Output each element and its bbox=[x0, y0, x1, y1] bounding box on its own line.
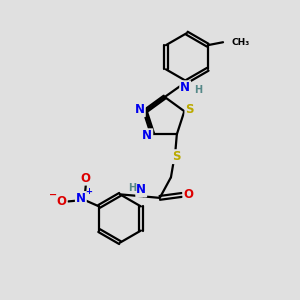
Text: O: O bbox=[81, 172, 91, 185]
Text: N: N bbox=[76, 192, 86, 205]
Text: +: + bbox=[85, 187, 92, 196]
Text: H: H bbox=[194, 85, 202, 95]
Text: S: S bbox=[172, 150, 181, 163]
Text: N: N bbox=[136, 183, 146, 196]
Text: N: N bbox=[135, 103, 145, 116]
Text: S: S bbox=[185, 103, 194, 116]
Text: −: − bbox=[50, 190, 58, 200]
Text: N: N bbox=[142, 129, 152, 142]
Text: O: O bbox=[57, 195, 67, 208]
Text: H: H bbox=[128, 183, 136, 193]
Text: N: N bbox=[180, 81, 190, 94]
Text: O: O bbox=[183, 188, 193, 201]
Text: CH₃: CH₃ bbox=[231, 38, 250, 47]
